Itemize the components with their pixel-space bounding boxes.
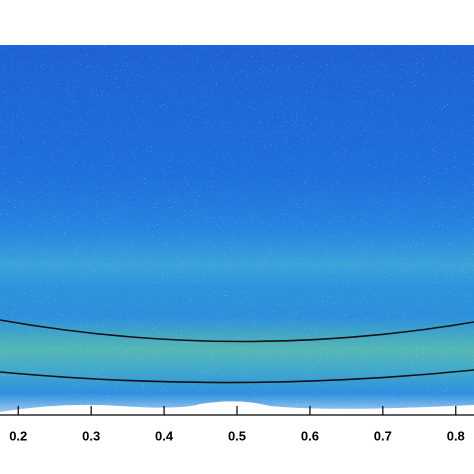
x-tick-label: 0.4 bbox=[155, 428, 174, 443]
noise bbox=[0, 45, 474, 412]
x-tick-label: 0.2 bbox=[9, 428, 27, 443]
x-tick-label: 0.5 bbox=[228, 428, 246, 443]
lower-curve bbox=[0, 369, 474, 384]
x-tick-label: 0.7 bbox=[374, 428, 392, 443]
heatmap bbox=[0, 45, 474, 415]
upper-curve bbox=[0, 319, 474, 343]
x-tick-label: 0.6 bbox=[301, 428, 319, 443]
x-tick-label: 0.8 bbox=[447, 428, 465, 443]
x-tick-label: 0.3 bbox=[82, 428, 100, 443]
